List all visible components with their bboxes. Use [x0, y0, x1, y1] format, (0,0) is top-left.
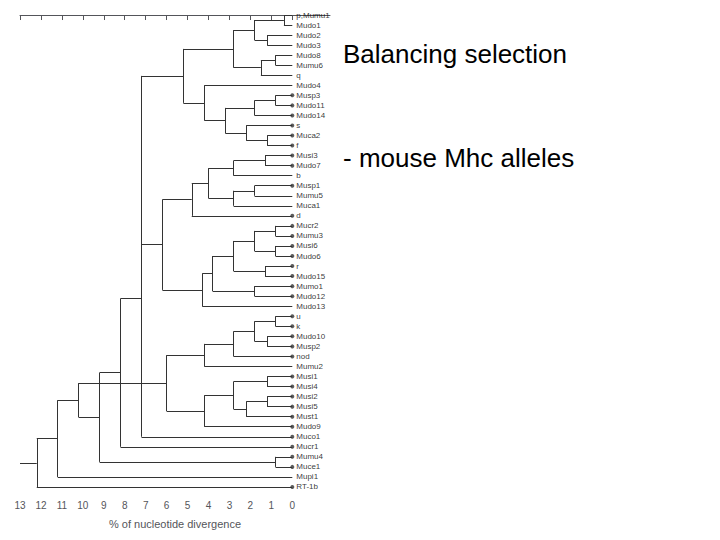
- svg-text:Balancing selection: Balancing selection: [343, 39, 567, 69]
- svg-text:2: 2: [248, 500, 254, 511]
- svg-text:nod: nod: [296, 352, 309, 361]
- svg-text:s: s: [296, 121, 300, 130]
- svg-text:Mudo10: Mudo10: [296, 332, 325, 341]
- svg-text:6: 6: [164, 500, 170, 511]
- svg-text:7: 7: [143, 500, 149, 511]
- svg-text:Mumu4: Mumu4: [296, 452, 323, 461]
- svg-text:Mumu5: Mumu5: [296, 191, 323, 200]
- svg-text:Musi2: Musi2: [296, 392, 318, 401]
- svg-text:Mupi1: Mupi1: [296, 472, 318, 481]
- svg-text:Mudo7: Mudo7: [296, 161, 321, 170]
- svg-text:Muca2: Muca2: [296, 131, 321, 140]
- svg-text:Musi3: Musi3: [296, 151, 318, 160]
- svg-text:Mumo1: Mumo1: [296, 282, 323, 291]
- svg-text:Mudo6: Mudo6: [296, 252, 321, 261]
- svg-text:Mudo14: Mudo14: [296, 111, 325, 120]
- svg-text:0: 0: [290, 500, 296, 511]
- svg-text:Musi1: Musi1: [296, 372, 318, 381]
- svg-text:11: 11: [57, 500, 68, 511]
- svg-text:Mudo13: Mudo13: [296, 302, 325, 311]
- svg-text:k: k: [296, 322, 301, 331]
- svg-text:Muca1: Muca1: [296, 201, 321, 210]
- svg-text:Mudo15: Mudo15: [296, 272, 325, 281]
- svg-text:Musi4: Musi4: [296, 382, 318, 391]
- svg-text:Mudo11: Mudo11: [296, 101, 325, 110]
- svg-text:4: 4: [206, 500, 212, 511]
- svg-text:Musi6: Musi6: [296, 241, 318, 250]
- svg-text:% of nucleotide divergence: % of nucleotide divergence: [109, 518, 241, 530]
- svg-text:Mucr2: Mucr2: [296, 221, 319, 230]
- svg-text:3: 3: [227, 500, 233, 511]
- svg-text:Mudo3: Mudo3: [296, 41, 321, 50]
- svg-text:1: 1: [269, 500, 275, 511]
- svg-text:12: 12: [35, 500, 47, 511]
- svg-text:f: f: [296, 141, 299, 150]
- svg-text:Mudo8: Mudo8: [296, 51, 321, 60]
- svg-text:d: d: [296, 211, 300, 220]
- svg-text:Muco1: Muco1: [296, 432, 321, 441]
- svg-text:13: 13: [14, 500, 26, 511]
- svg-text:Musp3: Musp3: [296, 91, 321, 100]
- svg-text:Muce1: Muce1: [296, 462, 321, 471]
- svg-text:RT-1b: RT-1b: [296, 482, 318, 491]
- svg-text:q: q: [296, 71, 300, 80]
- svg-text:Musp2: Musp2: [296, 342, 321, 351]
- svg-text:Mudo9: Mudo9: [296, 422, 321, 431]
- svg-text:Musi5: Musi5: [296, 402, 318, 411]
- svg-text:b: b: [296, 171, 301, 180]
- svg-text:Mumu2: Mumu2: [296, 362, 323, 371]
- svg-text:- mouse Mhc alleles: - mouse Mhc alleles: [343, 143, 574, 173]
- svg-text:8: 8: [122, 500, 128, 511]
- svg-text:Must1: Must1: [296, 412, 318, 421]
- svg-text:Mumu6: Mumu6: [296, 61, 323, 70]
- svg-text:p,Mumu1: p,Mumu1: [296, 11, 330, 20]
- svg-text:Mumu3: Mumu3: [296, 231, 323, 240]
- svg-text:u: u: [296, 312, 300, 321]
- svg-text:Musp1: Musp1: [296, 181, 321, 190]
- svg-text:Mudo2: Mudo2: [296, 31, 321, 40]
- svg-text:10: 10: [77, 500, 89, 511]
- svg-text:Mudo4: Mudo4: [296, 81, 321, 90]
- svg-text:5: 5: [185, 500, 191, 511]
- svg-text:Mudo1: Mudo1: [296, 21, 321, 30]
- svg-text:Mudo12: Mudo12: [296, 292, 325, 301]
- svg-text:r: r: [296, 262, 299, 271]
- svg-text:9: 9: [101, 500, 107, 511]
- svg-text:Mucr1: Mucr1: [296, 442, 319, 451]
